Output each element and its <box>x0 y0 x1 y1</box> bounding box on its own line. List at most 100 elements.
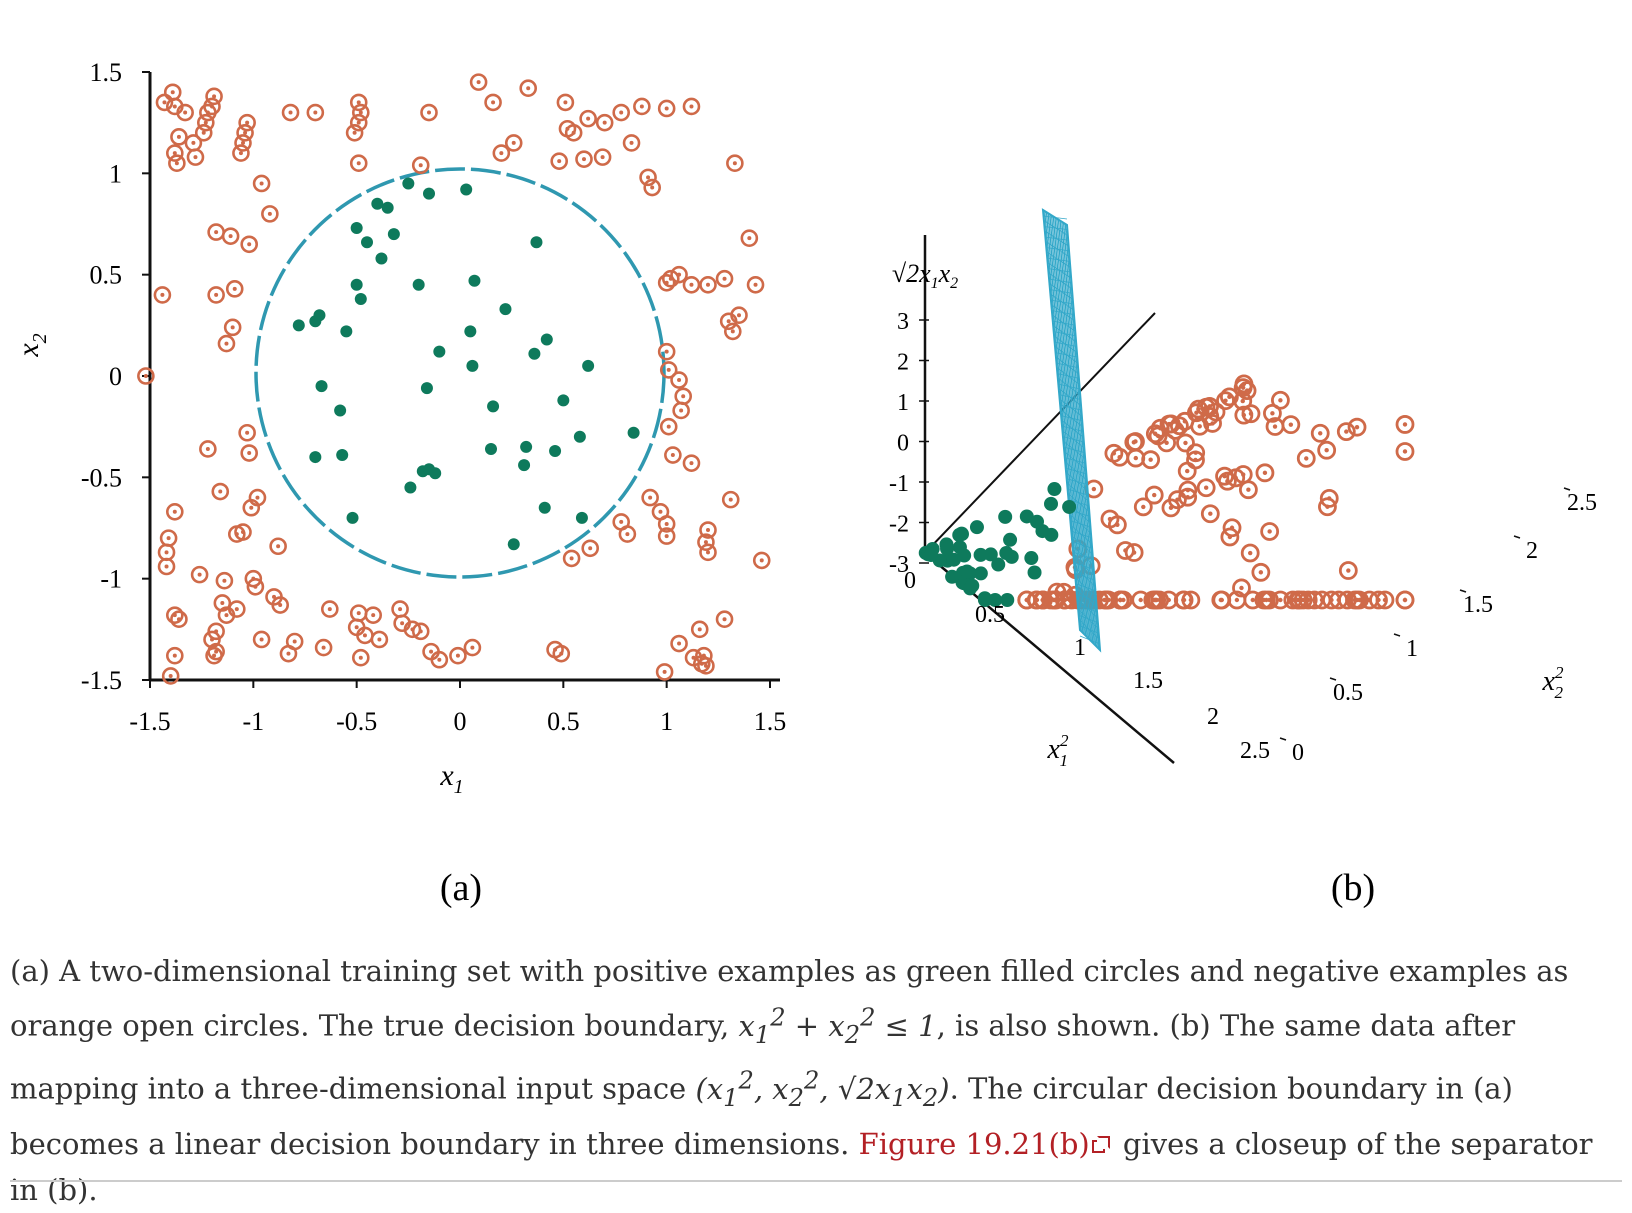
negative-point <box>420 103 438 122</box>
negative-point <box>166 144 184 162</box>
negative-point <box>345 124 364 142</box>
negative-point <box>657 527 676 545</box>
negative-point-3d <box>1338 561 1358 580</box>
negative-point-3d <box>1174 590 1194 610</box>
negative-point <box>207 286 225 304</box>
negative-point-3d <box>1298 590 1318 610</box>
positive-point <box>627 426 640 439</box>
negative-point <box>166 606 184 624</box>
negative-point-3d <box>1206 402 1226 422</box>
positive-points-3d <box>918 482 1077 607</box>
y-tick-label: -0.5 <box>81 463 122 492</box>
negative-point-3d <box>1254 590 1274 610</box>
caption-part2: , is also shown. (b) The same data after… <box>10 1008 1516 1107</box>
negative-point-3d <box>1211 590 1231 610</box>
positive-point <box>309 315 322 328</box>
negative-point-3d <box>1240 543 1260 563</box>
negative-point <box>349 93 368 112</box>
figure-caption: (a) A two-dimensional training set with … <box>10 948 1620 1213</box>
y-tick-label: -1 <box>100 565 122 594</box>
positive-point-3d <box>923 548 938 563</box>
negative-point <box>306 103 325 122</box>
positive-point-3d <box>1024 551 1039 566</box>
x2sq-tick-label: 1.5 <box>1463 592 1493 618</box>
negative-point <box>197 113 215 132</box>
negative-point-3d <box>1241 404 1261 424</box>
negative-point <box>176 103 194 122</box>
negative-point <box>697 533 715 551</box>
negative-point <box>236 124 254 142</box>
positive-point <box>315 380 328 393</box>
panel-a: -1.5 -1 -0.5 0 0.5 1 1.51.510.50-0.5-1-1.5 x1 … <box>12 58 786 909</box>
negative-point <box>746 275 765 294</box>
x2sq-tick <box>1279 737 1287 741</box>
negative-point-3d <box>1055 590 1075 610</box>
negative-point <box>168 154 186 172</box>
positive-point <box>538 501 551 514</box>
x-tick-label: -1 <box>242 707 264 736</box>
positive-point <box>371 197 384 210</box>
negative-point <box>225 280 244 298</box>
separator-plane <box>1041 208 1102 653</box>
negative-point <box>699 275 717 294</box>
negative-point <box>269 537 287 556</box>
negative-point <box>670 371 688 389</box>
x2sq-tick-label: 0.5 <box>1333 680 1363 706</box>
negative-point <box>271 596 290 614</box>
negative-point-3d <box>1233 378 1253 398</box>
negative-point-3d <box>1100 509 1120 529</box>
x2sq-axis-label: x2 2 <box>1542 663 1564 702</box>
positive-point <box>433 345 446 358</box>
positive-point <box>464 325 477 338</box>
negative-point-3d <box>1215 466 1234 486</box>
negative-point <box>238 113 256 132</box>
positive-point <box>549 444 562 457</box>
positive-point <box>530 236 543 249</box>
x1sq-axis-label: x2 1 <box>1047 731 1069 770</box>
negative-point <box>184 134 203 152</box>
z-tick-label: 3 <box>897 309 909 335</box>
y-tick-label: -1.5 <box>81 666 122 695</box>
x1sq-tick-label: 0 <box>904 568 916 594</box>
negative-point <box>575 150 593 168</box>
negative-point <box>221 227 240 245</box>
negative-point <box>721 490 740 509</box>
figure-link[interactable]: Figure 19.21(b) <box>858 1126 1090 1161</box>
negative-point-3d <box>1293 590 1313 610</box>
x1sq-tick-label: 2.5 <box>1240 738 1270 764</box>
negative-point <box>657 515 676 533</box>
negative-point <box>161 667 180 685</box>
negative-point <box>492 144 511 162</box>
positive-point <box>423 187 435 200</box>
negative-point <box>664 446 682 464</box>
negative-point-3d <box>1200 504 1220 524</box>
positive-point-3d <box>1062 499 1077 514</box>
positive-point <box>487 400 500 413</box>
negative-point <box>199 440 217 458</box>
caption-part1: (a) A two-dimensional training set with … <box>10 954 1569 1043</box>
x2sq-tick <box>1393 633 1401 637</box>
negative-point <box>186 148 205 166</box>
negative-point <box>519 79 538 98</box>
positive-point <box>309 451 322 464</box>
negative-point-3d <box>1124 543 1144 562</box>
negative-point-3d <box>1161 414 1181 434</box>
positive-point <box>420 382 433 395</box>
negative-point <box>657 342 676 361</box>
negative-point <box>351 103 370 122</box>
negative-point <box>252 630 271 649</box>
negative-point-3d <box>1133 497 1153 517</box>
negative-point-3d <box>1220 527 1240 547</box>
negative-point-3d <box>1318 497 1337 517</box>
positive-point-3d <box>973 547 988 562</box>
positive-point-3d <box>991 557 1006 572</box>
negative-point <box>659 361 678 379</box>
negative-point-3d <box>1238 480 1258 500</box>
figure: -1.5 -1 -0.5 0 0.5 1 1.51.510.50-0.5-1-1.5 x1 … <box>12 58 1597 909</box>
negative-point <box>740 229 759 247</box>
external-link-icon[interactable] <box>1091 1135 1112 1156</box>
positive-point <box>354 292 367 305</box>
negative-point-3d <box>1271 390 1290 410</box>
negative-point <box>674 387 693 406</box>
negative-point <box>223 318 242 337</box>
